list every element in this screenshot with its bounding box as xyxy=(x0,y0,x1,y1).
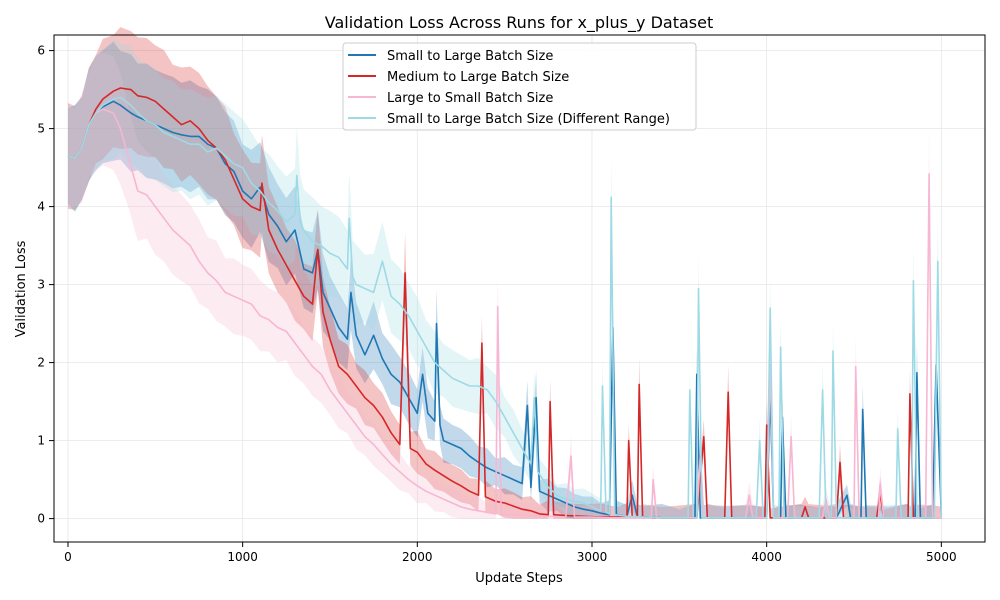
chart-title: Validation Loss Across Runs for x_plus_y… xyxy=(325,13,713,33)
legend-label: Medium to Large Batch Size xyxy=(387,70,569,85)
x-axis-ticks: 0 1000 2000 3000 4000 5000 xyxy=(64,542,957,564)
series-band-2 xyxy=(68,27,942,519)
series-band-1 xyxy=(68,41,942,519)
x-tick-label: 2000 xyxy=(402,550,433,564)
x-tick-label: 5000 xyxy=(926,550,957,564)
series-band-3 xyxy=(68,52,942,519)
y-tick-label: 2 xyxy=(37,356,45,370)
series-lines xyxy=(67,87,943,519)
x-axis-label: Update Steps xyxy=(475,571,563,586)
y-tick-label: 6 xyxy=(37,44,45,58)
x-tick-label: 1000 xyxy=(227,550,258,564)
x-tick-label: 3000 xyxy=(577,550,608,564)
confidence-bands xyxy=(68,27,942,519)
y-axis-label: Validation Loss xyxy=(14,240,29,337)
y-tick-label: 1 xyxy=(37,434,45,448)
series-band-4 xyxy=(68,38,942,519)
series-line-4 xyxy=(67,96,943,519)
y-tick-label: 5 xyxy=(37,122,45,136)
y-tick-label: 3 xyxy=(37,278,45,292)
legend-box xyxy=(342,42,697,131)
legend-label: Small to Large Batch Size (Different Ran… xyxy=(387,112,670,127)
x-tick-label: 0 xyxy=(64,550,72,564)
y-tick-label: 4 xyxy=(37,200,45,214)
legend: Small to Large Batch Size Medium to Large… xyxy=(342,42,697,131)
x-tick-label: 4000 xyxy=(751,550,782,564)
legend-label: Small to Large Batch Size xyxy=(387,49,553,64)
plot-frame xyxy=(53,34,986,543)
y-tick-label: 0 xyxy=(37,512,45,526)
y-axis-ticks: 0 1 2 3 4 5 6 xyxy=(37,44,54,526)
legend-label: Large to Small Batch Size xyxy=(387,91,553,106)
